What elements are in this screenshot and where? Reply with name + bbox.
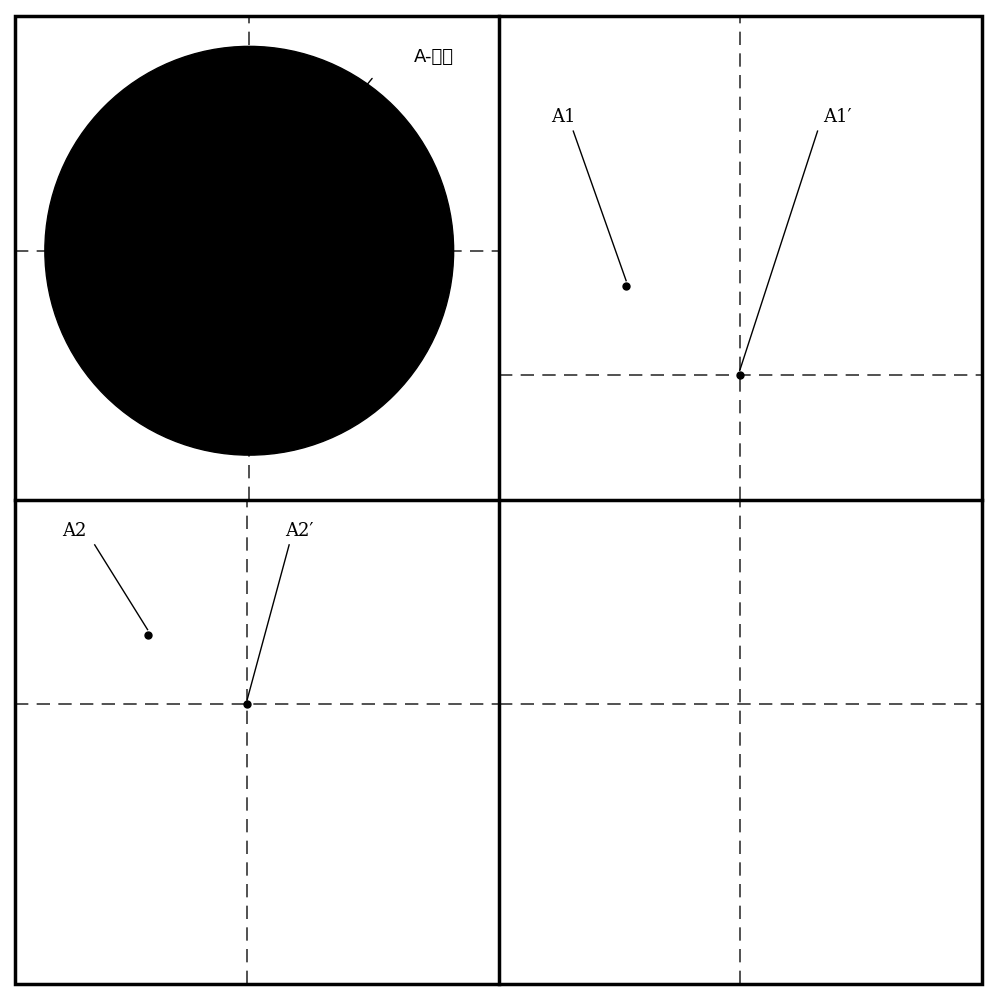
- Text: A-光瞳: A-光瞳: [414, 48, 454, 66]
- Text: A1: A1: [551, 108, 575, 126]
- Text: A2: A2: [63, 522, 87, 540]
- Text: A1′: A1′: [824, 108, 851, 126]
- Text: A2′: A2′: [285, 522, 313, 540]
- Circle shape: [45, 46, 454, 455]
